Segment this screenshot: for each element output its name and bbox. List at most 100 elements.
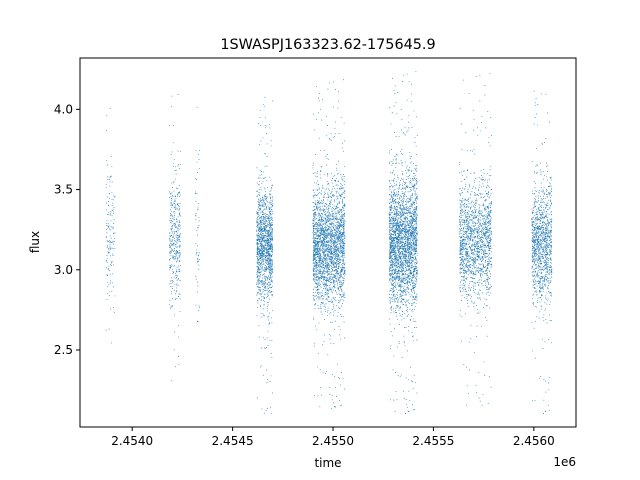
data-point xyxy=(266,292,268,294)
data-point xyxy=(259,277,260,279)
data-point xyxy=(403,207,404,209)
data-point xyxy=(339,214,341,215)
data-point xyxy=(330,302,332,304)
data-point xyxy=(256,226,258,228)
data-point xyxy=(329,276,331,278)
data-point xyxy=(171,151,173,153)
data-point xyxy=(336,192,338,194)
data-point xyxy=(175,204,177,206)
data-point xyxy=(334,386,336,388)
data-point xyxy=(265,266,267,268)
data-point xyxy=(331,291,333,293)
data-point xyxy=(314,249,316,251)
data-point xyxy=(257,208,259,210)
data-point xyxy=(344,270,346,272)
data-point xyxy=(339,223,341,225)
data-point xyxy=(313,275,314,276)
data-point xyxy=(265,220,267,222)
data-point xyxy=(258,198,260,200)
data-point xyxy=(329,234,330,236)
data-point xyxy=(271,264,273,266)
data-point xyxy=(260,347,262,349)
data-point xyxy=(316,195,318,197)
data-point xyxy=(325,262,327,264)
data-point xyxy=(316,232,318,234)
data-point xyxy=(327,184,329,186)
data-point xyxy=(325,234,327,236)
data-point xyxy=(107,176,109,178)
data-point xyxy=(336,218,338,220)
data-point xyxy=(258,226,260,228)
data-point xyxy=(313,226,315,228)
data-point xyxy=(333,216,335,218)
data-point xyxy=(178,356,179,357)
data-point xyxy=(176,251,178,253)
data-point xyxy=(268,226,270,228)
data-point xyxy=(319,177,321,179)
data-point xyxy=(341,279,343,281)
data-point xyxy=(111,175,112,177)
data-point xyxy=(322,243,324,245)
data-point xyxy=(319,269,321,271)
data-point xyxy=(338,253,339,255)
data-point xyxy=(321,276,323,278)
data-point xyxy=(320,169,322,171)
data-point xyxy=(324,222,326,224)
data-point xyxy=(334,250,336,252)
data-point xyxy=(323,211,325,213)
data-point xyxy=(265,278,267,280)
data-point xyxy=(270,249,272,251)
data-point xyxy=(312,164,314,166)
data-point xyxy=(342,265,344,267)
data-point xyxy=(261,246,263,248)
data-point xyxy=(328,256,329,258)
data-point xyxy=(179,245,181,247)
data-point xyxy=(111,261,113,263)
data-point xyxy=(332,278,334,280)
data-point xyxy=(268,234,269,236)
data-point xyxy=(321,119,323,121)
data-point xyxy=(262,211,264,212)
data-point xyxy=(265,232,267,234)
data-point xyxy=(267,232,269,234)
data-point xyxy=(112,255,114,256)
data-point xyxy=(400,294,402,296)
data-point xyxy=(198,264,200,266)
data-point xyxy=(313,246,315,247)
data-point xyxy=(325,279,327,281)
data-point xyxy=(319,263,321,265)
data-point xyxy=(256,275,258,277)
data-point xyxy=(177,188,179,190)
data-point xyxy=(328,233,330,235)
data-point xyxy=(326,280,328,282)
data-point xyxy=(324,241,326,242)
data-point xyxy=(263,289,265,291)
data-point xyxy=(336,275,338,277)
data-point xyxy=(197,260,199,262)
data-point xyxy=(341,239,343,241)
data-point xyxy=(340,195,341,197)
data-point xyxy=(174,232,175,234)
data-point xyxy=(342,244,344,246)
data-point xyxy=(339,188,341,190)
data-point xyxy=(312,259,314,261)
data-point xyxy=(336,246,338,248)
data-point xyxy=(261,254,263,256)
data-point xyxy=(269,298,270,300)
data-point xyxy=(316,85,318,87)
data-point xyxy=(341,291,343,293)
data-point xyxy=(270,292,272,294)
data-point xyxy=(323,242,325,244)
data-point xyxy=(331,194,333,196)
data-point xyxy=(265,218,267,220)
data-point xyxy=(265,236,267,238)
data-point xyxy=(330,195,332,197)
data-point xyxy=(267,267,269,269)
data-point xyxy=(324,193,326,194)
data-point xyxy=(340,273,342,275)
data-point xyxy=(323,233,325,235)
data-point xyxy=(324,209,326,210)
data-point xyxy=(332,217,334,219)
data-point xyxy=(341,305,342,307)
data-point xyxy=(314,231,316,233)
